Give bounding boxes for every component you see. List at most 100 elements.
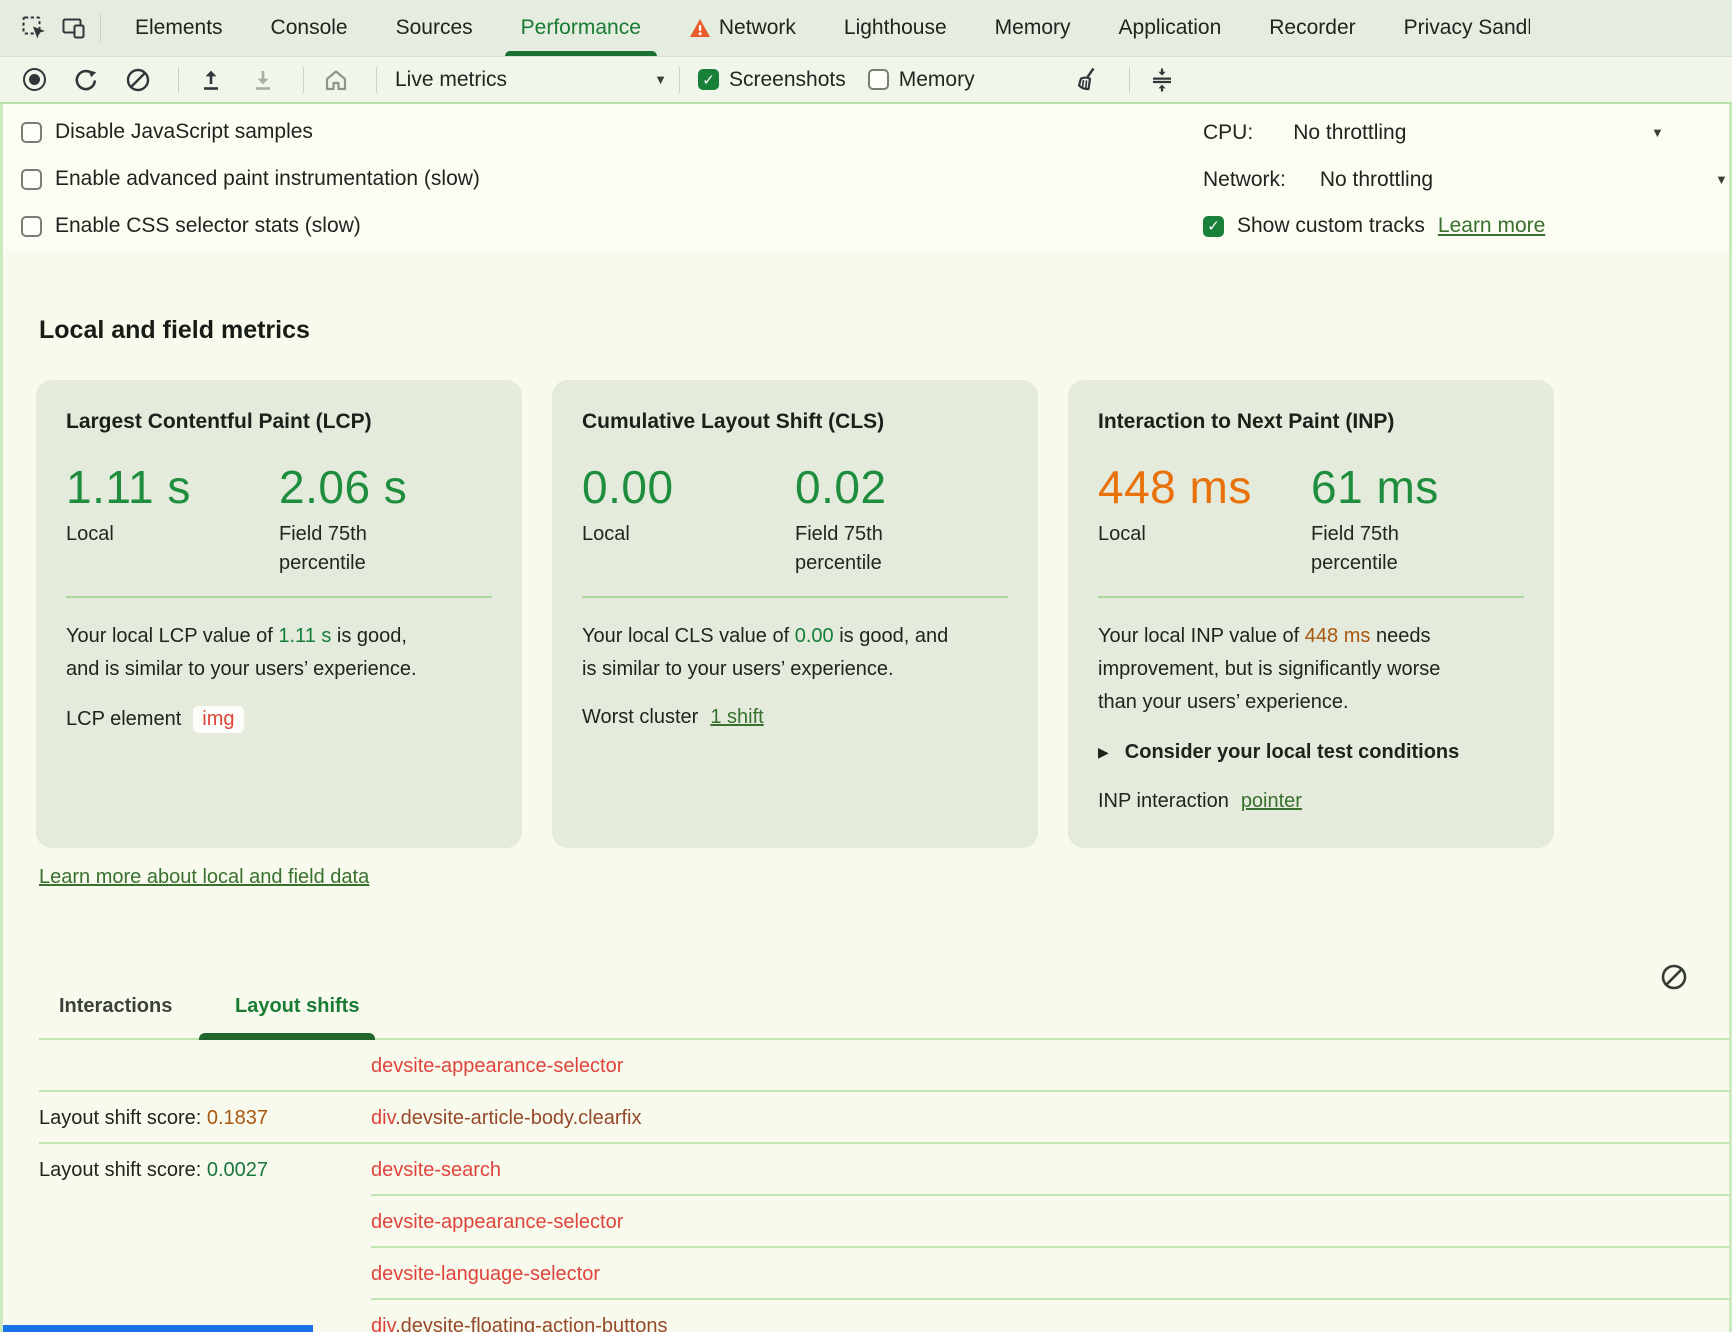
- node-link[interactable]: div.devsite-article-body.clearfix: [371, 1107, 642, 1129]
- caret-down-icon[interactable]: ▼: [1651, 125, 1664, 140]
- check-icon: ✓: [1207, 218, 1220, 235]
- tab-recorder[interactable]: Recorder: [1245, 0, 1379, 56]
- home-icon: [325, 69, 347, 90]
- tab-application-label: Application: [1118, 16, 1222, 39]
- tab-layout-shifts[interactable]: Layout shifts: [235, 995, 360, 1017]
- warning-icon: [689, 18, 711, 38]
- reload-and-record-button[interactable]: [72, 66, 100, 94]
- save-profile-button[interactable]: [249, 66, 277, 94]
- field-label: Field 75th percentile: [795, 523, 883, 574]
- tab-console[interactable]: Console: [247, 0, 372, 56]
- tab-application[interactable]: Application: [1095, 0, 1246, 56]
- advanced-paint-checkbox[interactable]: [21, 168, 42, 190]
- lcp-card-title: Largest Contentful Paint (LCP): [66, 410, 372, 433]
- advanced-paint-label[interactable]: Enable advanced paint instrumentation (s…: [55, 167, 480, 190]
- css-selector-stats-checkbox[interactable]: [21, 215, 42, 237]
- cls-card: Cumulative Layout Shift (CLS) 0.00 Local…: [552, 380, 1038, 848]
- panel-mode-select[interactable]: Live metrics ▼: [395, 68, 667, 92]
- worst-cluster-row: Worst cluster 1 shift: [582, 706, 1008, 729]
- node-link[interactable]: devsite-search: [371, 1159, 502, 1181]
- cls-description: Your local CLS value of 0.00 is good, an…: [582, 625, 949, 680]
- local-label: Local: [66, 523, 114, 545]
- tab-lighthouse[interactable]: Lighthouse: [820, 0, 971, 56]
- inspect-element-icon[interactable]: [14, 8, 54, 48]
- card-divider: [1098, 596, 1524, 598]
- lcp-inline-value: 1.11 s: [278, 625, 332, 647]
- inp-local-value: 448 ms: [1098, 461, 1252, 513]
- memory-checkbox[interactable]: [867, 69, 889, 90]
- tab-elements[interactable]: Elements: [111, 0, 247, 56]
- record-button[interactable]: [20, 66, 48, 94]
- disable-js-samples-checkbox[interactable]: [21, 121, 42, 143]
- disable-js-samples-row: Disable JavaScript samples: [21, 112, 313, 152]
- layout-shifts-log: devsite-appearance-selector Layout shift…: [3, 1040, 1729, 1332]
- toolbar-divider: [1128, 66, 1130, 93]
- consider-conditions-disclosure[interactable]: ▶ Consider your local test conditions: [1098, 741, 1524, 764]
- worst-cluster-link[interactable]: 1 shift: [710, 706, 764, 728]
- home-button[interactable]: [322, 66, 350, 94]
- tab-performance-label: Performance: [520, 16, 641, 39]
- layout-shift-row: Layout shift score: 0.0027 devsite-searc…: [3, 1144, 1729, 1196]
- screenshots-checkbox[interactable]: ✓: [698, 69, 719, 90]
- lcp-element-chip[interactable]: img: [193, 706, 244, 733]
- tab-sources[interactable]: Sources: [372, 0, 497, 56]
- card-divider: [66, 596, 492, 598]
- tab-memory[interactable]: Memory: [971, 0, 1095, 56]
- inp-interaction-link[interactable]: pointer: [1240, 790, 1302, 812]
- tab-lighthouse-label: Lighthouse: [843, 16, 947, 39]
- clear-button[interactable]: [124, 66, 152, 94]
- node-link[interactable]: div.devsite-floating-action-buttons: [371, 1315, 668, 1332]
- upload-icon: [204, 70, 218, 90]
- css-selector-stats-label[interactable]: Enable CSS selector stats (slow): [55, 214, 361, 237]
- clear-log-button[interactable]: [1657, 960, 1691, 994]
- inp-field-value: 61 ms: [1311, 461, 1439, 513]
- disable-js-samples-label[interactable]: Disable JavaScript samples: [55, 120, 313, 143]
- toolbar-divider: [178, 66, 179, 93]
- collapse-panel-button[interactable]: [1148, 66, 1176, 94]
- screenshots-label[interactable]: Screenshots: [729, 67, 846, 91]
- check-icon: ✓: [702, 71, 715, 89]
- layout-shift-row: devsite-appearance-selector: [3, 1196, 1729, 1248]
- cpu-throttling-select[interactable]: No throttling: [1293, 121, 1407, 144]
- tab-privacy-sandbox[interactable]: Privacy Sandbox: [1380, 0, 1530, 56]
- lcp-card: Largest Contentful Paint (LCP) 1.11 s Lo…: [36, 380, 522, 848]
- metrics-heading: Local and field metrics: [39, 316, 310, 344]
- gc-button[interactable]: [1075, 66, 1103, 94]
- custom-tracks-learn-more-link[interactable]: Learn more: [1437, 214, 1546, 237]
- lcp-description: Your local LCP value of 1.11 s is good, …: [66, 625, 417, 680]
- node-link[interactable]: devsite-appearance-selector: [371, 1211, 624, 1233]
- tab-network-label: Network: [718, 16, 796, 39]
- node-link[interactable]: devsite-language-selector: [371, 1263, 601, 1285]
- field-label: Field 75th percentile: [1311, 523, 1399, 574]
- caret-down-icon[interactable]: ▼: [1715, 172, 1728, 187]
- tab-network[interactable]: Network: [665, 0, 820, 56]
- lcp-field-value: 2.06 s: [279, 461, 408, 513]
- worst-cluster-label: Worst cluster: [582, 706, 699, 728]
- custom-tracks-checkbox[interactable]: ✓: [1203, 215, 1224, 237]
- node-link[interactable]: devsite-appearance-selector: [371, 1055, 624, 1077]
- collapse-icon: [1152, 68, 1171, 91]
- panel-mode-label: Live metrics: [395, 67, 508, 91]
- network-throttling-select[interactable]: No throttling: [1319, 168, 1434, 191]
- layout-shift-score: Layout shift score: 0.0027: [39, 1159, 269, 1181]
- tab-performance[interactable]: Performance: [497, 0, 665, 56]
- local-label: Local: [582, 523, 630, 545]
- inp-inline-value: 448 ms: [1304, 625, 1371, 647]
- memory-checkbox-row: Memory: [867, 67, 975, 92]
- disclosure-triangle-icon: ▶: [1098, 744, 1109, 760]
- device-toolbar-icon[interactable]: [54, 8, 94, 48]
- load-profile-button[interactable]: [197, 66, 225, 94]
- network-throttling-row: Network: No throttling: [1203, 165, 1433, 195]
- tab-interactions[interactable]: Interactions: [59, 995, 173, 1017]
- cls-local-value: 0.00: [582, 461, 674, 513]
- cls-values: 0.00 Local 0.02 Field 75th percentile: [582, 462, 1008, 578]
- tab-memory-label: Memory: [994, 16, 1071, 39]
- selected-log-tab-underline: [199, 1033, 375, 1040]
- card-divider: [582, 596, 1008, 598]
- record-icon: [22, 68, 46, 91]
- advanced-paint-row: Enable advanced paint instrumentation (s…: [21, 159, 480, 199]
- memory-label[interactable]: Memory: [898, 67, 975, 91]
- field-data-learn-more-link[interactable]: Learn more about local and field data: [39, 866, 370, 888]
- custom-tracks-label[interactable]: Show custom tracks: [1237, 214, 1425, 237]
